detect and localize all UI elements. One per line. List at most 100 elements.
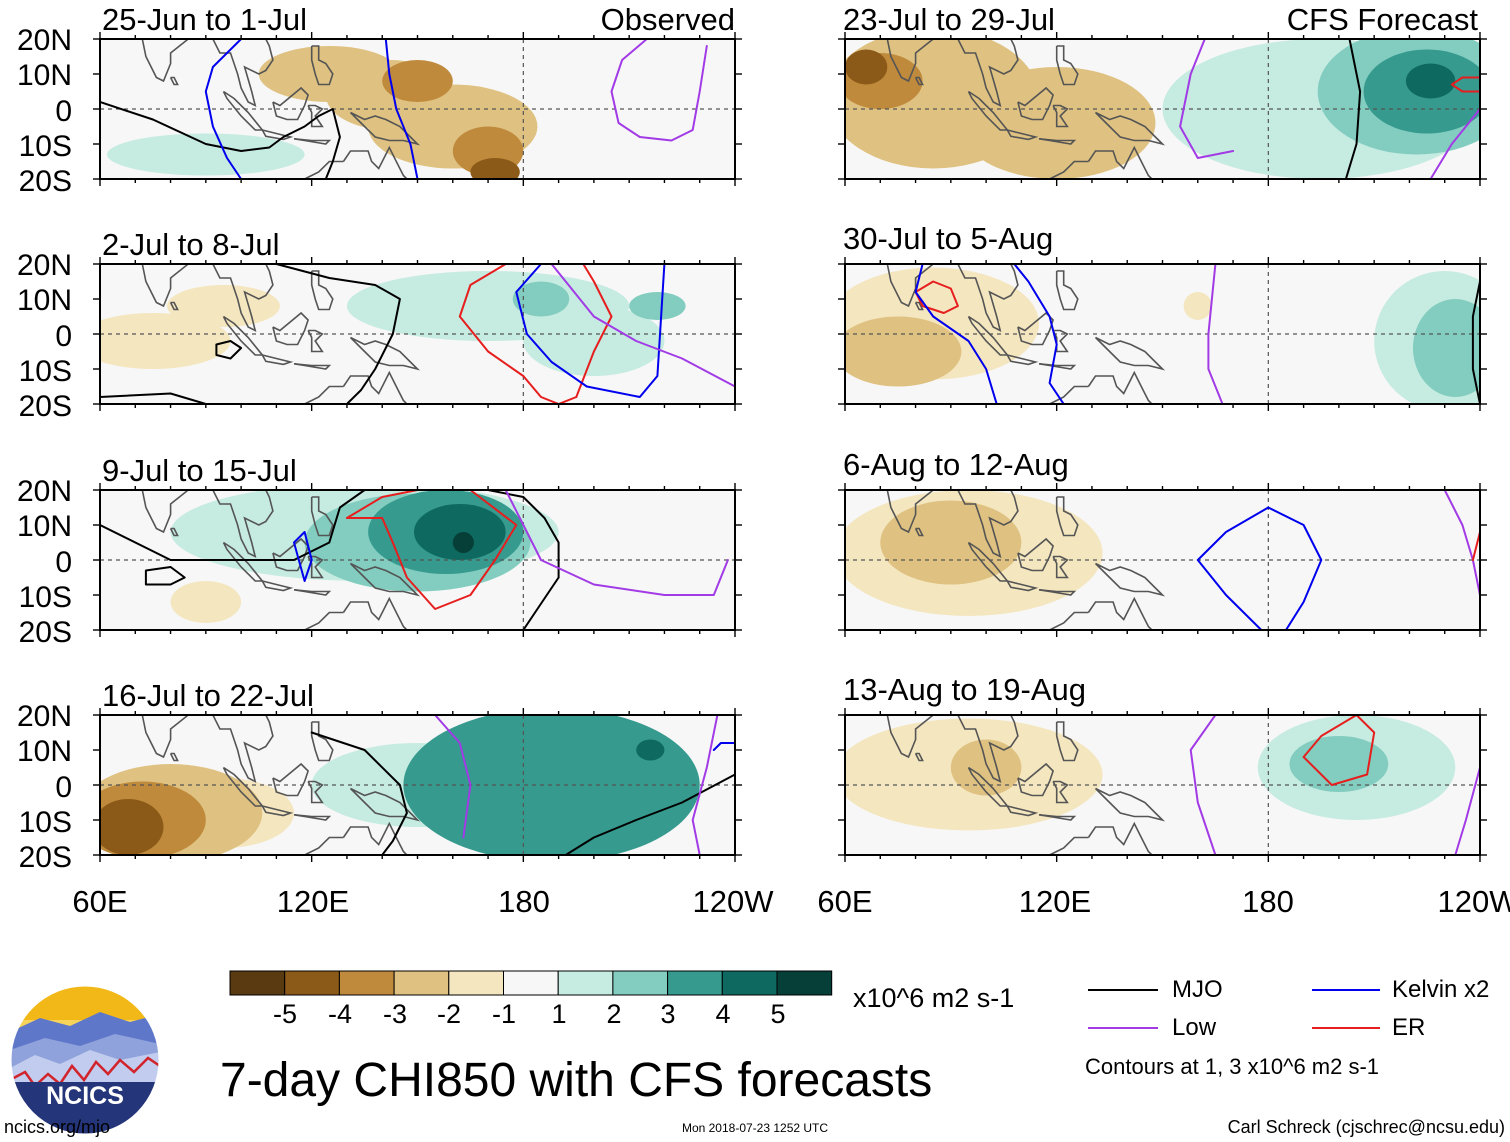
lat-tick-label: 0 <box>55 95 72 128</box>
contour-er <box>1471 531 1480 561</box>
coastline <box>1052 555 1069 579</box>
panel-title: 6-Aug to 12-Aug <box>843 447 1069 482</box>
coastline <box>349 111 421 146</box>
coastline <box>886 490 934 534</box>
contour-low <box>1429 108 1480 179</box>
contour-kelvin <box>914 264 998 404</box>
colorbar-swatch <box>503 970 559 996</box>
anomaly-shading <box>1412 299 1480 397</box>
colorbar-label: -3 <box>383 999 407 1029</box>
contour-er <box>1450 76 1480 93</box>
coastline <box>1087 370 1153 404</box>
coastline <box>289 385 344 404</box>
panel-body <box>100 194 735 404</box>
panel-title: 9-Jul to 15-Jul <box>102 453 297 488</box>
colorbar-label: 3 <box>660 999 675 1029</box>
coastline <box>310 45 334 86</box>
colorbar-swatch <box>229 970 286 996</box>
colorbar-swatch <box>612 970 669 996</box>
contour-er <box>914 280 959 314</box>
coastline <box>1055 270 1079 311</box>
coastline <box>914 527 924 537</box>
footer-url[interactable]: ncics.org/mjo <box>4 1117 110 1137</box>
anomaly-shading <box>845 316 962 387</box>
panel-body <box>100 39 735 179</box>
colorbar <box>229 970 833 996</box>
coastline <box>914 76 924 86</box>
lat-tick-label: 0 <box>55 320 72 353</box>
contour-low <box>610 39 708 142</box>
coastline <box>886 39 934 83</box>
lat-tick-label: 20N <box>17 249 72 282</box>
coastline <box>1094 111 1166 146</box>
contour-note: Contours at 1, 3 x10^6 m2 s-1 <box>1085 1054 1379 1079</box>
panel-body <box>845 490 1480 630</box>
coastline <box>212 264 274 332</box>
anomaly-shading <box>629 292 686 320</box>
contour-low <box>1443 490 1480 596</box>
coastline <box>310 270 334 311</box>
colorbar-swatch <box>393 970 450 996</box>
anomaly-shading <box>167 285 280 327</box>
contour-er <box>575 264 613 398</box>
coastline <box>342 370 408 404</box>
panel-body <box>100 715 735 855</box>
coastline <box>310 496 334 537</box>
anomaly-shading <box>470 158 520 179</box>
contour-mjo <box>275 264 401 404</box>
coastline <box>310 721 334 762</box>
coastline <box>222 90 264 131</box>
coastline <box>222 766 264 807</box>
map-panel <box>93 483 742 637</box>
coastline <box>141 715 189 759</box>
anomaly-shading <box>523 306 665 376</box>
lat-tick-label: 10N <box>17 284 72 317</box>
lat-tick-label: 20S <box>19 616 72 649</box>
coastline <box>967 90 1009 131</box>
coastline <box>1094 336 1166 371</box>
anomaly-shading <box>950 739 1022 796</box>
panel-title: 2-Jul to 8-Jul <box>102 227 279 262</box>
contour-er <box>1302 715 1376 786</box>
coastline <box>169 301 179 311</box>
lat-tick-label: 20S <box>19 165 72 198</box>
anomaly-shading <box>636 739 665 761</box>
panel-title: 30-Jul to 5-Aug <box>843 221 1053 256</box>
anomaly-shading <box>1289 736 1389 792</box>
contour-mjo <box>511 576 560 630</box>
coastline <box>169 76 179 86</box>
coastline <box>957 264 1019 332</box>
map-panel <box>93 32 742 186</box>
figure-title: 7-day CHI850 with CFS forecasts <box>220 1054 932 1107</box>
colorbar-label: -5 <box>273 999 297 1029</box>
ncics-logo: NCICS <box>10 985 160 1135</box>
coastline <box>261 805 294 817</box>
colorbar-label: -1 <box>492 999 516 1029</box>
colorbar-label: -2 <box>437 999 461 1029</box>
contour-er <box>458 264 578 404</box>
coastline <box>289 611 344 630</box>
coastline <box>886 264 934 308</box>
coastline <box>293 589 332 596</box>
colorbar-swatch <box>448 970 504 996</box>
coastline <box>1038 814 1077 821</box>
lon-tick-label: 60E <box>72 884 127 919</box>
coastline <box>347 194 389 215</box>
lat-axis-panel-2: 20N 10N 0 10S 20S <box>17 249 72 423</box>
lon-tick-label: 60E <box>817 884 872 919</box>
coastline <box>261 580 294 592</box>
coastline <box>1006 354 1039 366</box>
contour-mjo <box>100 490 560 579</box>
coastline <box>1034 385 1089 404</box>
anomaly-shading <box>1183 292 1212 320</box>
legend-label-low: Low <box>1172 1014 1217 1041</box>
coastline <box>342 821 408 855</box>
coastline <box>886 715 934 759</box>
panel-title: 23-Jul to 29-Jul <box>843 2 1055 37</box>
contour-kelvin <box>384 39 419 179</box>
coastline <box>1087 821 1153 855</box>
lat-tick-label: 10S <box>19 806 72 839</box>
lon-tick-label: 180 <box>1242 884 1294 919</box>
contour-low <box>1207 264 1224 404</box>
